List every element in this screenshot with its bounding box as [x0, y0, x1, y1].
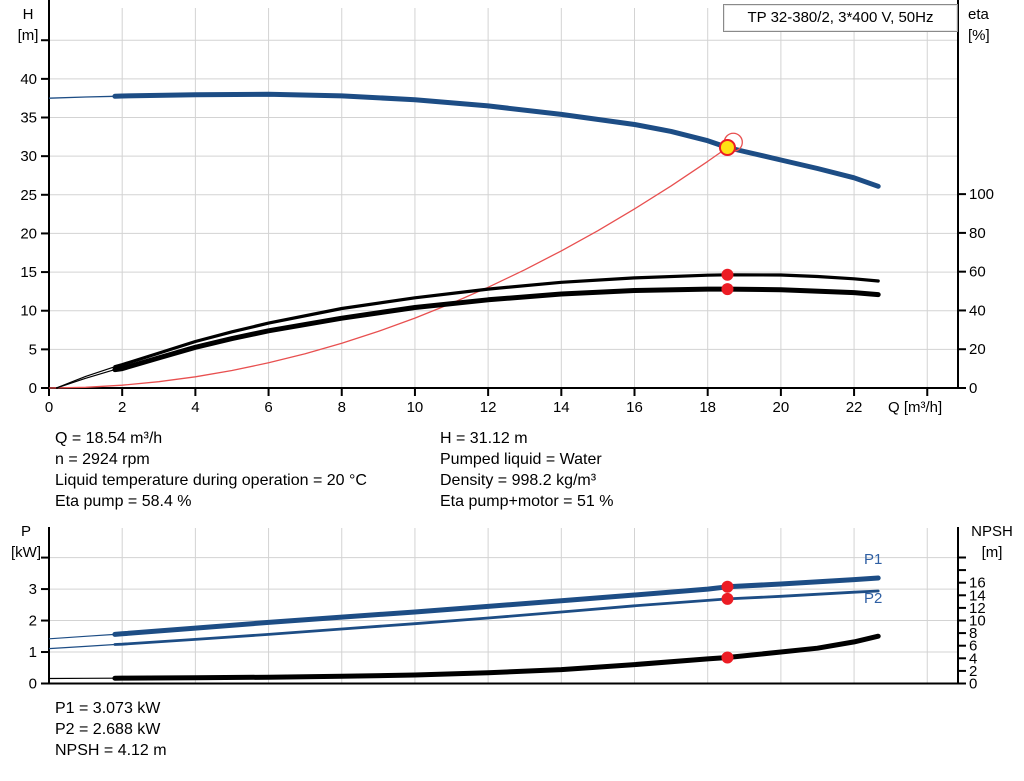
y-right-tick-label: 0	[969, 676, 977, 693]
results-panel: P1 = 3.073 kW P2 = 2.688 kW NPSH = 4.12 …	[55, 700, 167, 763]
y-left-tick-label: 10	[20, 303, 37, 320]
y-right-tick-label: 20	[969, 341, 986, 358]
y-right-tick-label: 100	[969, 186, 994, 203]
y-right-tick-label: 40	[969, 302, 986, 319]
result-p2: P2 = 2.688 kW	[55, 721, 161, 738]
y-right-tick-label: 4	[969, 650, 977, 667]
y-left-tick-label: 0	[29, 676, 37, 693]
y-left-tick-label: 0	[29, 380, 37, 397]
system-curve	[48, 146, 728, 389]
result-p1: P1 = 3.073 kW	[55, 700, 161, 717]
y-left-tick-label: 5	[29, 341, 37, 358]
x-tick-label: 8	[338, 399, 346, 416]
info-speed: n = 2924 rpm	[55, 451, 150, 468]
h-axis-title: H [m]	[8, 4, 48, 46]
eta-pump-motor-curve	[112, 286, 881, 373]
npsh-curve	[112, 633, 881, 681]
eta-axis-title-line1: eta	[968, 6, 989, 23]
p-axis-title: P [kW]	[4, 521, 48, 563]
p-axis-title-line1: P	[20, 523, 31, 540]
info-panel-left: Q = 18.54 m³/h n = 2924 rpm Liquid tempe…	[55, 430, 367, 514]
x-tick-label: 0	[45, 399, 53, 416]
x-tick-label: 22	[846, 399, 863, 416]
y-right-tick-label: 12	[969, 600, 986, 617]
y-left-tick-label: 35	[20, 110, 37, 127]
y-left-tick-label: 15	[20, 264, 37, 281]
npsh-axis-title-line2: [m]	[981, 544, 1003, 561]
info-eta-pump-motor: Eta pump+motor = 51 %	[440, 493, 614, 510]
y-right-tick-label: 8	[969, 625, 977, 642]
pump-title-box: TP 32-380/2, 3*400 V, 50Hz	[723, 4, 958, 32]
x-tick-label: 14	[553, 399, 570, 416]
npsh-point	[721, 651, 734, 664]
x-tick-label: 18	[699, 399, 716, 416]
eta-pump-motor-point	[721, 283, 734, 296]
head-curve	[112, 91, 881, 189]
x-tick-label: 10	[407, 399, 424, 416]
p2-curve	[113, 589, 880, 646]
y-left-tick-label: 25	[20, 187, 37, 204]
info-panel-right: H = 31.12 m Pumped liquid = Water Densit…	[440, 430, 613, 514]
duty-point[interactable]	[718, 138, 736, 156]
info-liquid-temperature: Liquid temperature during operation = 20…	[55, 472, 367, 489]
y-right-tick-label: 6	[969, 638, 977, 655]
hq-chart: 0 5 10 15 20 25 30 35 40 0 20 40 60 80 100 0 2 4 6 8 10 12 14 1…	[20, 0, 994, 416]
h-axis-title-line1: H	[22, 6, 34, 23]
y-right-tick-label: 10	[969, 612, 986, 629]
p2-curve-label: P2	[864, 590, 883, 607]
info-h: H = 31.12 m	[440, 430, 528, 447]
y-right-tick-label: 14	[969, 587, 986, 604]
result-npsh: NPSH = 4.12 m	[55, 742, 167, 759]
npsh-axis-title-line1: NPSH	[971, 523, 1013, 540]
pump-title: TP 32-380/2, 3*400 V, 50Hz	[747, 9, 934, 26]
y-left-tick-label: 1	[29, 644, 37, 661]
x-tick-label: 6	[264, 399, 272, 416]
y-left-tick-label: 30	[20, 148, 37, 165]
info-q: Q = 18.54 m³/h	[55, 430, 163, 447]
y-right-tick-label: 60	[969, 264, 986, 281]
y-right-tick-label: 16	[969, 575, 986, 592]
y-left-tick-label: 20	[20, 225, 37, 242]
npsh-axis-title: NPSH [m]	[963, 521, 1021, 563]
info-eta-pump: Eta pump = 58.4 %	[55, 493, 192, 510]
y-left-tick-label: 2	[29, 613, 37, 630]
x-tick-label: 2	[118, 399, 126, 416]
y-left-tick-label: 3	[29, 581, 37, 598]
eta-pump-point	[721, 268, 734, 281]
y-right-tick-label: 0	[969, 380, 977, 397]
p2-point	[721, 592, 734, 605]
head-curve-thin	[48, 93, 879, 187]
p1-curve	[112, 575, 881, 637]
y-right-tick-label: 2	[969, 663, 977, 680]
eta-pump-curve	[113, 273, 880, 369]
x-tick-label: 20	[773, 399, 790, 416]
q-axis-title: Q [m³/h]	[888, 399, 943, 416]
eta-axis-title-line2: [%]	[968, 27, 990, 44]
x-tick-label: 16	[626, 399, 643, 416]
p1-point	[721, 580, 734, 593]
p1-curve-label: P1	[864, 551, 883, 568]
eta-axis-title: eta [%]	[968, 4, 1014, 46]
info-pumped-liquid: Pumped liquid = Water	[440, 451, 602, 468]
h-axis-title-line2: [m]	[17, 27, 39, 44]
y-left-tick-label: 40	[20, 71, 37, 88]
x-tick-label: 12	[480, 399, 497, 416]
y-right-tick-label: 80	[969, 225, 986, 242]
x-tick-label: 4	[191, 399, 199, 416]
info-density: Density = 998.2 kg/m³	[440, 472, 597, 489]
p-axis-title-line2: [kW]	[11, 544, 41, 561]
